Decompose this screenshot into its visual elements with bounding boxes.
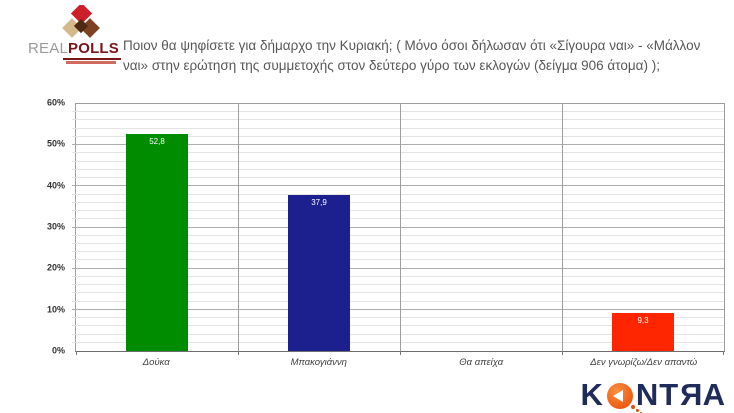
y-axis-labels: 0%10%20%30%40%50%60% bbox=[0, 103, 71, 351]
kontra-dot bbox=[631, 405, 635, 409]
y-tick-label: 20% bbox=[47, 264, 65, 273]
category-cell: 37,9 bbox=[238, 104, 400, 351]
x-axis-labels: ΔούκαΜπακογιάννηΘα απείχαΔεν γνωρίζω/Δεν… bbox=[75, 357, 725, 368]
kontra-letter-a: A bbox=[703, 379, 726, 410]
y-tick-label: 60% bbox=[47, 99, 65, 108]
slide: REALPOLLS Ποιον θα ψηφίσετε για δήμαρχο … bbox=[0, 0, 734, 413]
bar-2: 37,9 bbox=[288, 195, 350, 351]
bar-value-label: 37,9 bbox=[288, 198, 350, 207]
realpolls-tagline-strip bbox=[66, 61, 116, 64]
category-cell: 9,3 bbox=[562, 104, 724, 351]
x-axis-tick bbox=[400, 351, 401, 355]
x-category-label: Δεν γνωρίζω/Δεν απαντώ bbox=[563, 357, 726, 368]
y-tick-label: 50% bbox=[47, 140, 65, 149]
category-cell bbox=[400, 104, 562, 351]
x-axis-tick bbox=[76, 351, 77, 355]
x-axis-tick bbox=[238, 351, 239, 355]
y-tick-label: 0% bbox=[52, 347, 65, 356]
realpolls-underline bbox=[63, 58, 121, 60]
realpolls-wordmark: REALPOLLS bbox=[28, 41, 128, 56]
realpolls-word-real: REAL bbox=[28, 40, 68, 57]
bar-value-label: 52,8 bbox=[126, 137, 188, 146]
x-category-label: Μπακογιάννη bbox=[238, 357, 401, 368]
realpolls-cubes-icon bbox=[58, 5, 104, 41]
y-tick-label: 10% bbox=[47, 305, 65, 314]
left-triangle-icon bbox=[613, 390, 623, 402]
y-tick-label: 30% bbox=[47, 223, 65, 232]
x-axis-tick bbox=[723, 351, 724, 355]
bar-4: 9,3 bbox=[612, 313, 674, 351]
y-tick-label: 40% bbox=[47, 181, 65, 190]
kontra-letters-nt: NT bbox=[636, 379, 679, 410]
bar-value-label: 9,3 bbox=[612, 316, 674, 325]
realpolls-logo: REALPOLLS bbox=[28, 5, 128, 64]
x-category-label: Θα απείχα bbox=[400, 357, 563, 368]
realpolls-word-polls: POLLS bbox=[68, 40, 119, 57]
kontra-logo: K NT R A bbox=[581, 379, 727, 410]
plot-area: 52,8 37,9 9,3 bbox=[75, 103, 725, 352]
kontra-play-left-icon bbox=[607, 383, 633, 409]
kontra-mirrored-r: R bbox=[679, 379, 702, 410]
kontra-dot bbox=[636, 409, 639, 412]
x-axis-tick bbox=[562, 351, 563, 355]
chart-question-title: Ποιον θα ψηφίσετε για δήμαρχο την Κυριακ… bbox=[123, 36, 724, 77]
x-category-label: Δούκα bbox=[75, 357, 238, 368]
bar-1: 52,8 bbox=[126, 134, 188, 351]
kontra-letter-k: K bbox=[581, 379, 604, 410]
category-cell: 52,8 bbox=[76, 104, 238, 351]
